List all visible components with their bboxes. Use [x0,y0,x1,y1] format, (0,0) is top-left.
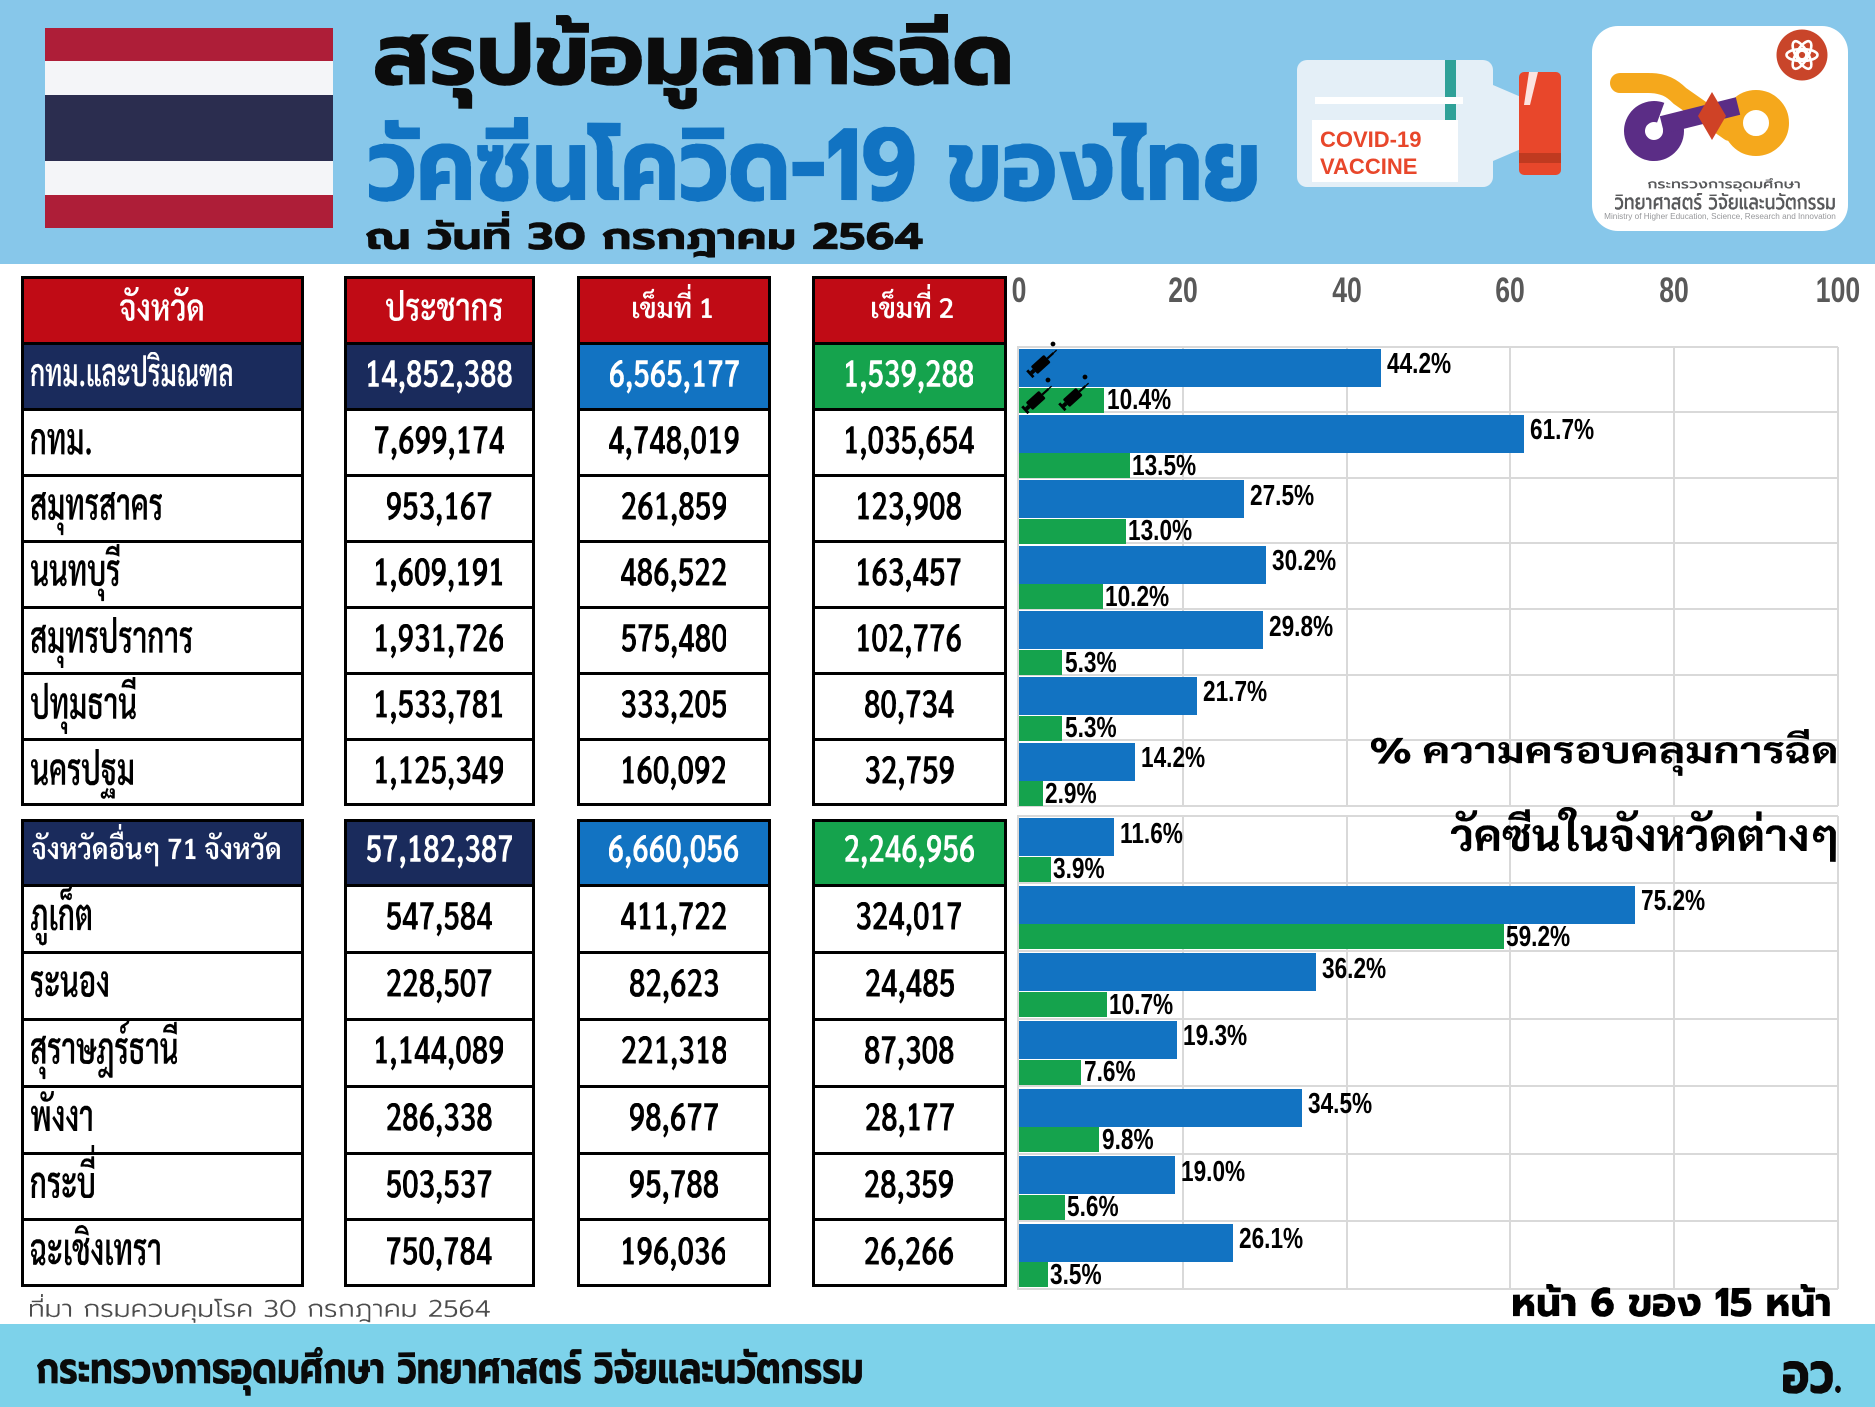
svg-text:Ministry of Higher Education,: Ministry of Higher Education, Science, R… [1604,212,1836,221]
svg-text:VACCINE: VACCINE [1320,154,1417,179]
svg-text:COVID-19: COVID-19 [1320,127,1421,152]
